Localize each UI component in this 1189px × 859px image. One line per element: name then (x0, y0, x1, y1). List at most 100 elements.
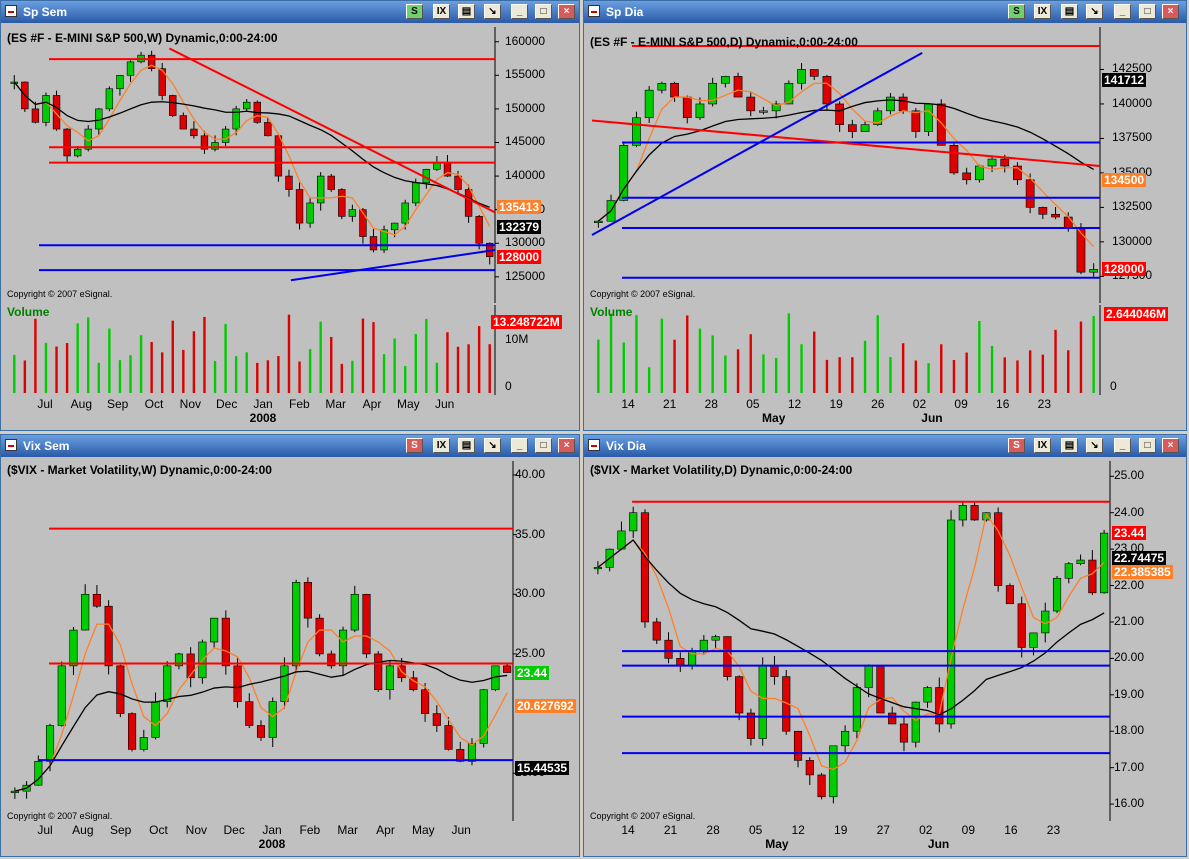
candle (303, 582, 312, 619)
volume-bar (160, 352, 164, 393)
candle (652, 621, 661, 641)
copyright-text: Copyright © 2007 eSignal. (7, 289, 113, 299)
x-tick-label: Mar (337, 823, 358, 837)
candle (1088, 559, 1097, 594)
y-tick-label: 137500 (1112, 130, 1153, 145)
interval-button[interactable]: IX (433, 4, 450, 19)
volume-bar (1067, 350, 1070, 393)
maximize-button[interactable]: □ (1139, 4, 1156, 19)
candle (911, 701, 920, 743)
candle (409, 677, 418, 691)
titlebar-vix-sem[interactable]: Vix Sem S IX ▤ ↘ _ □ × (1, 435, 579, 457)
volume-bar (435, 362, 439, 393)
drawing-tool-button[interactable]: ↘ (1086, 438, 1103, 453)
candle (190, 128, 198, 137)
drawing-tool-button[interactable]: ↘ (484, 4, 501, 19)
maximize-button[interactable]: □ (1139, 438, 1156, 453)
candle (385, 665, 394, 691)
close-button[interactable]: × (1162, 4, 1179, 19)
minimize-button[interactable]: _ (1114, 438, 1131, 453)
x-tick-label: Jun (434, 397, 455, 411)
interval-button[interactable]: IX (433, 438, 450, 453)
candle (735, 676, 744, 714)
candle (81, 593, 90, 631)
volume-bar (266, 360, 270, 393)
candle (52, 95, 61, 130)
candle (390, 222, 399, 231)
candle (359, 209, 367, 237)
window-title: Vix Dia (606, 439, 646, 453)
volume-last-value: 2.644046M (1104, 307, 1169, 321)
candle (770, 665, 779, 677)
y-tick-label: 150000 (505, 100, 546, 115)
titlebar-sp-sem[interactable]: Sp Sem S IX ▤ ↘ _ □ × (1, 1, 579, 23)
interval-button[interactable]: IX (1034, 438, 1051, 453)
volume-bar (308, 349, 312, 393)
volume-bar (361, 318, 365, 393)
copyright-text: Copyright © 2007 eSignal. (7, 811, 113, 821)
candle (464, 189, 473, 217)
candle (285, 175, 293, 190)
volume-pane[interactable]: Volume 10M 0 13.248722M (5, 305, 575, 395)
bar-style-button[interactable]: ▤ (1061, 438, 1078, 453)
price-pane[interactable]: ($VIX - Market Volatility,W) Dynamic,0:0… (5, 461, 576, 821)
bar-style-button[interactable]: ▤ (458, 4, 475, 19)
candle (421, 689, 430, 714)
price-chart-svg (10, 461, 517, 821)
volume-tick: 10M (505, 332, 529, 346)
candle (924, 103, 933, 132)
titlebar-vix-dia[interactable]: Vix Dia S IX ▤ ↘ _ □ × (584, 435, 1186, 457)
x-tick-label: Nov (185, 823, 207, 837)
interval-button[interactable]: IX (1034, 4, 1051, 19)
candle (105, 88, 114, 110)
bar-style-button[interactable]: ▤ (458, 438, 475, 453)
minimize-button[interactable]: _ (511, 4, 528, 19)
candle (958, 505, 967, 521)
candle (708, 82, 718, 105)
bar-style-button[interactable]: ▤ (1061, 4, 1078, 19)
last-value-flag: 128000 (497, 249, 542, 264)
candle (292, 582, 301, 667)
x-month-label: May (765, 837, 789, 851)
x-tick-label: Dec (215, 397, 238, 411)
x-tick-label: Feb (299, 823, 321, 837)
volume-bar (762, 354, 765, 393)
price-pane[interactable]: (ES #F - E-MINI S&P 500,D) Dynamic,0:00-… (588, 27, 1182, 303)
symbol-button[interactable]: S (1008, 438, 1025, 453)
last-value-flag: 135413 (497, 199, 542, 214)
minimize-button[interactable]: _ (511, 438, 528, 453)
close-button[interactable]: × (1162, 438, 1179, 453)
candle (1052, 577, 1062, 612)
drawing-tool-button[interactable]: ↘ (484, 438, 501, 453)
symbol-button[interactable]: S (1008, 4, 1025, 19)
drawing-tool-button[interactable]: ↘ (1086, 4, 1103, 19)
candle (295, 189, 304, 224)
close-button[interactable]: × (558, 438, 575, 453)
price-pane[interactable]: (ES #F - E-MINI S&P 500,W) Dynamic,0:00-… (5, 27, 575, 303)
moving-average-long (14, 659, 508, 792)
price-pane[interactable]: ($VIX - Market Volatility,D) Dynamic,0:0… (588, 461, 1182, 821)
volume-pane[interactable]: Volume 0 2.644046M (588, 305, 1182, 395)
maximize-button[interactable]: □ (535, 4, 552, 19)
volume-bar (403, 366, 407, 393)
volume-bar (952, 360, 956, 393)
candle (362, 593, 371, 655)
volume-bar (914, 360, 918, 393)
volume-bar (1041, 354, 1045, 393)
y-tick-label: 130000 (1112, 233, 1153, 248)
volume-bar (330, 336, 333, 393)
x-tick-label: 26 (871, 397, 885, 411)
candle (116, 75, 124, 90)
symbol-button[interactable]: S (406, 438, 423, 453)
x-tick-label: 21 (663, 823, 678, 837)
candle (784, 82, 794, 105)
close-button[interactable]: × (558, 4, 575, 19)
symbol-button[interactable]: S (406, 4, 423, 19)
maximize-button[interactable]: □ (535, 438, 552, 453)
candle (657, 82, 667, 91)
moving-average-short (597, 82, 1095, 248)
candle (593, 567, 602, 570)
minimize-button[interactable]: _ (1114, 4, 1131, 19)
candle (873, 110, 883, 125)
titlebar-sp-dia[interactable]: Sp Dia S IX ▤ ↘ _ □ × (584, 1, 1186, 23)
